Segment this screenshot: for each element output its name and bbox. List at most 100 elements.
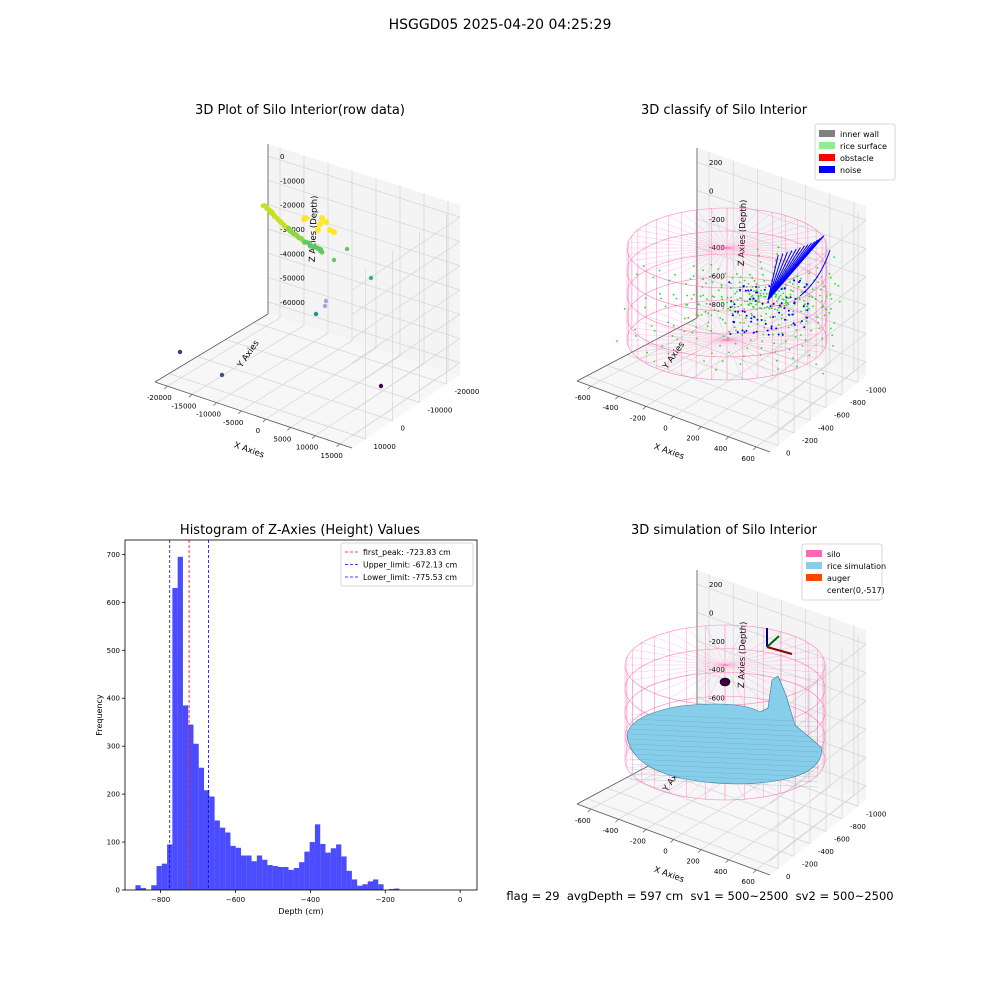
- cls-noise-point: [794, 297, 797, 300]
- sim-ytick-label: 0: [786, 873, 790, 881]
- sim-silo-spoke: [724, 636, 796, 666]
- cls-surface-point: [659, 293, 661, 295]
- cls-silo-spoke: [726, 229, 817, 249]
- cls-surface-point: [736, 290, 738, 293]
- histogram-bar: [241, 855, 247, 890]
- cls-surface-point: [800, 310, 802, 313]
- cls-surface-point: [701, 286, 704, 288]
- cls-xtick-mark: [615, 395, 619, 400]
- cls-noise-trace: [799, 249, 831, 297]
- cls-noise-point: [768, 285, 771, 288]
- cls-noise-point: [749, 298, 752, 301]
- cls-silo-spoke: [628, 241, 728, 249]
- cls-noise-trace: [767, 250, 793, 301]
- cls-noise-point: [767, 301, 770, 303]
- cls-silo-spoke: [681, 304, 728, 341]
- cls-surface-point: [819, 294, 821, 297]
- sim-ztick-label: -600: [709, 695, 725, 703]
- cls-surface-point: [740, 304, 743, 306]
- raw-floor-grid-x: [241, 340, 353, 412]
- cls-surface-point: [789, 293, 792, 296]
- cls-surface-point: [797, 286, 800, 288]
- cls-surface-point: [674, 304, 677, 307]
- sim-floor-grid-y: [626, 777, 811, 845]
- cls-surface-point: [706, 298, 708, 300]
- cls-silo-spoke: [695, 301, 728, 341]
- cls-surface-point: [731, 312, 734, 315]
- raw-x-axis: [154, 381, 353, 449]
- histogram-legend-label: Upper_limit: -672.13 cm: [363, 561, 457, 570]
- cls-surface-point: [749, 302, 751, 305]
- cls-surface-point: [646, 351, 648, 354]
- cls-noise-point: [754, 300, 757, 302]
- raw-floor-grid-y: [253, 322, 447, 385]
- cls-silo-spoke: [726, 304, 773, 341]
- cls-surface-point: [695, 326, 698, 328]
- cls-noise-point: [752, 297, 755, 300]
- cls-surface-point: [741, 334, 743, 336]
- sim-silo-spoke: [724, 631, 781, 666]
- histogram-ytick-label: 500: [107, 647, 120, 655]
- cls-surface-point: [783, 304, 786, 307]
- cls-noise-point: [781, 333, 784, 336]
- histogram-bar: [214, 820, 220, 890]
- histogram-bar: [304, 851, 310, 890]
- cls-surface-point: [748, 290, 751, 293]
- cls-surface-point: [814, 298, 817, 301]
- cls-noise-point: [783, 307, 786, 310]
- cls-silo-spoke: [681, 212, 728, 249]
- sim-silo-spoke: [724, 627, 764, 666]
- raw-data-point: [331, 229, 337, 235]
- cls-surface-point: [810, 329, 813, 332]
- raw-xtick-label: 15000: [321, 452, 343, 460]
- sim-legend-swatch: [806, 574, 822, 581]
- cls-legend-swatch: [819, 142, 835, 149]
- cls-floor-grid-y: [586, 375, 779, 446]
- histogram-bar: [309, 842, 315, 890]
- raw-xtick-label: -20000: [147, 394, 172, 402]
- cls-noise-point: [770, 325, 773, 328]
- raw-ztick-label: -40000: [280, 250, 305, 258]
- histogram-bar: [367, 881, 374, 890]
- cls-silo-spoke: [628, 247, 728, 255]
- cls-surface-point: [691, 319, 694, 322]
- cls-surface-point: [796, 275, 799, 278]
- histogram-ytick-label: 0: [116, 887, 120, 895]
- cls-surface-point: [703, 360, 705, 362]
- sim-silo-spoke: [626, 656, 726, 666]
- sim-rice-surface: [626, 675, 823, 785]
- cls-silo-spoke: [726, 219, 798, 249]
- figure-title: HSGGD05 2025-04-20 04:25:29: [388, 17, 612, 33]
- cls-floor-grid-y: [646, 343, 827, 408]
- raw-side-grid-z: [267, 204, 461, 267]
- cls-surface-point: [787, 326, 790, 329]
- cls-surface-point: [782, 298, 785, 301]
- cls-silo-spoke: [646, 339, 728, 364]
- cls-surface-point: [838, 300, 841, 303]
- cls-surface-point: [739, 286, 741, 289]
- cls-noise-point: [792, 322, 795, 325]
- cls-surface-point: [779, 294, 782, 297]
- histogram-bar: [198, 767, 205, 890]
- raw-xtick-mark: [237, 410, 242, 415]
- cls-surface-point: [750, 312, 753, 315]
- raw-xtick-mark: [287, 427, 291, 431]
- cls-surface-point: [720, 286, 723, 289]
- cls-surface-point: [774, 315, 777, 318]
- cls-surface-point: [693, 293, 695, 296]
- cls-floor-grid-y: [626, 354, 811, 421]
- cls-surface-point: [808, 354, 811, 357]
- cls-surface-point: [762, 292, 765, 295]
- sim-xtick-label: 400: [714, 868, 727, 876]
- histogram-bar: [330, 848, 337, 890]
- sim-silo-spoke: [626, 664, 726, 674]
- sim-rice-mesh: [629, 733, 819, 743]
- cls-noise-point: [744, 289, 747, 292]
- raw-data-point: [219, 372, 225, 378]
- sim-xtick-mark: [752, 869, 757, 874]
- cls-surface-point: [760, 307, 763, 310]
- sim-rice-mesh: [629, 763, 819, 773]
- histogram-xtick-label: −200: [376, 896, 395, 904]
- cls-silo-spoke: [628, 333, 728, 341]
- cls-surface-point: [658, 269, 661, 272]
